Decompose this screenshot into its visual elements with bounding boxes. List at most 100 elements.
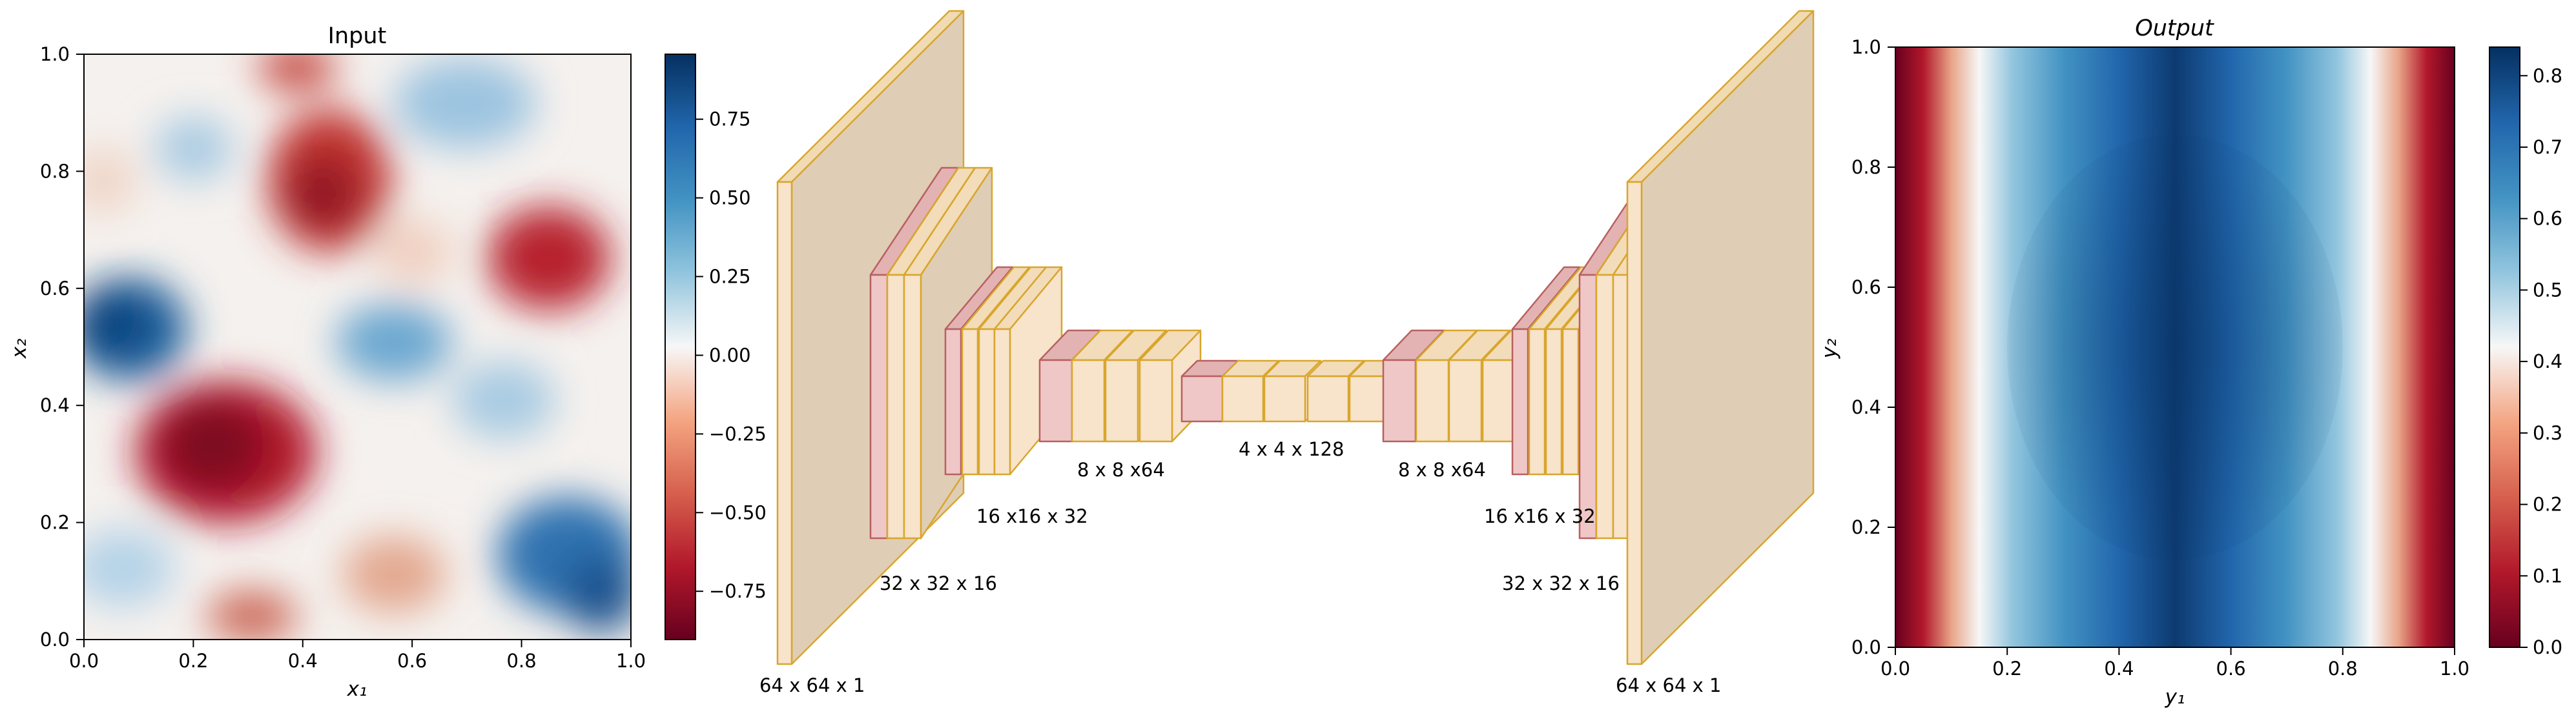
label-4-bottleneck: 4 x 4 x 128	[1239, 438, 1344, 460]
dec16-block-front	[1511, 328, 1529, 476]
input-axes-frame	[83, 54, 632, 640]
x-tick-label: 1.0	[2440, 658, 2469, 680]
dec8-block-front	[1415, 359, 1450, 443]
label-64-output: 64 x 64 x 1	[1616, 674, 1721, 696]
y-tick-label: 0.8	[40, 160, 70, 182]
colorbar-tick-label: −0.50	[709, 501, 767, 523]
output-xlabel: y₁	[2165, 685, 2185, 709]
enc16-block-front	[993, 328, 1011, 476]
x-tick-label: 1.0	[616, 650, 646, 672]
output-axes-frame	[1895, 46, 2455, 648]
dec8-block-front	[1448, 359, 1483, 443]
input-ylabel: x₂	[8, 339, 31, 359]
label-8-encoder: 8 x 8 x64	[1077, 459, 1165, 481]
output-y-axis	[1888, 46, 1895, 648]
colorbar-tick-label: 0.7	[2533, 136, 2562, 158]
y-tick-label: 0.6	[40, 278, 70, 299]
y-tick-label: 0.0	[1851, 636, 1881, 658]
y-tick-label: 0.8	[1851, 156, 1881, 178]
x-tick-label: 0.4	[2104, 658, 2134, 680]
colorbar-tick-label: 0.6	[2533, 208, 2562, 230]
input-heatmap	[84, 54, 631, 640]
colorbar-tick-label: 0.75	[709, 108, 751, 130]
output-plate-front	[1626, 181, 1643, 665]
colorbar-tick-label: 0.00	[709, 345, 751, 367]
x-tick-label: 0.0	[1880, 658, 1910, 680]
dec16-block-front	[1528, 328, 1546, 476]
label-32-decoder: 32 x 32 x 16	[1502, 572, 1620, 594]
x-tick-label: 0.4	[288, 650, 318, 672]
input-xlabel: x₁	[347, 678, 367, 701]
label-16-decoder: 16 x16 x 32	[1484, 505, 1596, 527]
output-title: Output	[2135, 15, 2214, 41]
colorbar-tick-label: 0.25	[709, 266, 751, 288]
output-panel: Output 0.0 0.2 0.4 0.6 0.8 1.0 y₁	[1818, 15, 2562, 709]
enc8-block-front	[1071, 359, 1106, 443]
enc32-block-front	[869, 274, 889, 540]
x-tick-label: 0.8	[507, 650, 537, 672]
output-plate-side	[1640, 10, 1815, 665]
colorbar-tick-label: 0.2	[2533, 494, 2562, 516]
colorbar-tick-label: 0.8	[2533, 65, 2562, 86]
dec32-block-front	[1595, 274, 1614, 540]
output-x-tick-labels: 0.0 0.2 0.4 0.6 0.8 1.0	[1880, 658, 2469, 680]
y-tick-label: 0.0	[40, 629, 70, 651]
bottleneck-block-front	[1263, 375, 1306, 423]
input-y-tick-labels: 0.0 0.2 0.4 0.6 0.8 1.0	[40, 43, 70, 651]
dec16-block-front	[1561, 328, 1580, 476]
y-tick-label: 0.6	[1851, 276, 1881, 298]
output-ylabel: y₂	[1818, 339, 1841, 359]
enc8-block-front	[1104, 359, 1139, 443]
x-tick-label: 0.0	[69, 650, 99, 672]
colorbar-tick-label: 0.0	[2533, 636, 2562, 658]
colorbar-tick-label: 0.5	[2533, 279, 2562, 301]
unet-diagram	[776, 10, 1815, 665]
enc16-block-front	[961, 328, 979, 476]
output-y-tick-labels: 0.0 0.2 0.4 0.6 0.8 1.0	[1851, 36, 1881, 658]
output-x-axis	[1895, 647, 2455, 655]
x-tick-label: 0.8	[2328, 658, 2358, 680]
label-8-decoder: 8 x 8 x64	[1398, 459, 1486, 481]
colorbar-tick-label: 0.4	[2533, 350, 2562, 372]
x-tick-label: 0.2	[1992, 658, 2022, 680]
input-y-axis	[76, 54, 84, 640]
colorbar-tick-label: 0.1	[2533, 565, 2562, 587]
output-heatmap	[1895, 47, 2455, 647]
y-tick-label: 0.4	[40, 394, 70, 416]
label-32-encoder: 32 x 32 x 16	[880, 572, 997, 594]
input-x-axis	[83, 640, 632, 647]
enc32-block-front	[886, 274, 905, 540]
colorbar-tick-label: 0.3	[2533, 422, 2562, 444]
bottleneck-block-front	[1306, 375, 1350, 423]
enc8-block-front	[1038, 359, 1073, 443]
bottleneck-block-front	[1221, 375, 1264, 423]
y-tick-label: 0.2	[40, 512, 70, 534]
colorbar-tick-label: −0.25	[709, 423, 767, 445]
label-64-input: 64 x 64 x 1	[759, 674, 865, 696]
dec8-block-front	[1382, 359, 1417, 443]
y-tick-label: 1.0	[1851, 36, 1881, 58]
input-x-tick-labels: 0.0 0.2 0.4 0.6 0.8 1.0	[69, 650, 646, 672]
enc8-block-front	[1139, 359, 1173, 443]
input-colorbar: 0.75 0.50 0.25 0.00 −0.25 −0.50 −0.75	[665, 54, 767, 640]
dec16-block-front	[1545, 328, 1563, 476]
input-plate-front	[776, 181, 793, 665]
x-tick-label: 0.2	[178, 650, 208, 672]
input-panel: Input	[8, 23, 767, 701]
enc16-block-front	[944, 328, 962, 476]
bottleneck-block-front	[1180, 375, 1224, 423]
enc16-block-front	[978, 328, 996, 476]
x-tick-label: 0.6	[2216, 658, 2246, 680]
x-tick-label: 0.6	[397, 650, 427, 672]
enc32-block-front	[903, 274, 922, 540]
label-16-encoder: 16 x16 x 32	[976, 505, 1088, 527]
y-tick-label: 1.0	[40, 43, 70, 65]
dec32-block-front	[1578, 274, 1598, 540]
input-title: Input	[328, 23, 387, 49]
y-tick-label: 0.2	[1851, 516, 1881, 538]
layer-size-labels: 64 x 64 x 1 32 x 32 x 16 16 x16 x 32 8 x…	[759, 438, 1721, 696]
output-colorbar: 0.8 0.7 0.6 0.5 0.4 0.3 0.2 0.1 0.0	[2489, 46, 2562, 658]
dec8-block-front	[1481, 359, 1516, 443]
colorbar-tick-label: 0.50	[709, 187, 751, 209]
